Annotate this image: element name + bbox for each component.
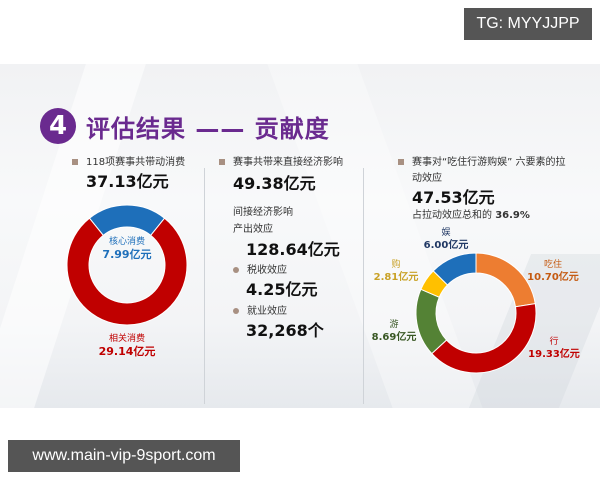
donut-slice [66, 217, 188, 326]
donut1-related-label: 相关消费 [109, 332, 145, 344]
col2-indirect-label: 间接经济影响 [233, 207, 293, 218]
donut-slice [88, 204, 166, 237]
donut2-value-gou: 2.81亿元 [374, 270, 419, 283]
column-divider [363, 168, 364, 404]
donut1-core-label: 核心消费 [109, 235, 145, 247]
column-divider [204, 168, 205, 404]
col2-tax-value: 4.25亿元 [246, 280, 318, 299]
slide-title-row: 4 评估结果 —— 贡献度 [40, 108, 330, 144]
watermark-top: TG: MYYJJPP [464, 8, 592, 40]
col2-output-label: 产出效应 [233, 224, 273, 235]
donut2-value-you: 8.69亿元 [372, 330, 417, 343]
donut2-value-chizhu: 10.70亿元 [527, 270, 579, 283]
col2-direct-value: 49.38亿元 [233, 174, 316, 193]
donut1-core-value: 7.99亿元 [102, 247, 151, 261]
donut2-label-you: 游 [389, 318, 398, 330]
bullet-dot-icon [233, 267, 239, 273]
bullet-square-icon [72, 159, 78, 165]
col2-employment-label: 就业效应 [233, 302, 287, 317]
donut2-value-yu: 6.00亿元 [424, 238, 469, 251]
section-number-badge: 4 [40, 108, 76, 144]
bullet-dot-icon [233, 308, 239, 314]
donut2-label-chizhu: 吃住 [544, 258, 562, 270]
six-elements-donut-chart: 娱 6.00亿元 购 2.81亿元 吃住 10.70亿元 游 8.69亿元 行 … [372, 226, 580, 374]
col2-direct-label: 赛事共带来直接经济影响 [219, 153, 343, 168]
col3-share: 占拉动效应总和的 36.9% [412, 210, 530, 221]
donut2-label-xing: 行 [549, 335, 558, 347]
donut-slice [415, 288, 448, 355]
bullet-square-icon [219, 159, 225, 165]
col3-label-line2: 动效应 [412, 173, 442, 184]
col2-tax-label: 税收效应 [233, 261, 287, 276]
col3-label-line1: 赛事对“吃住行游购娱” 六要素的拉 [398, 153, 566, 168]
col1-label: 118项赛事共带动消费 [72, 153, 185, 168]
donut2-label-gou: 购 [391, 258, 400, 270]
donut-slice [431, 303, 537, 374]
bullet-square-icon [398, 159, 404, 165]
donut2-value-xing: 19.33亿元 [528, 347, 580, 360]
col2-output-value: 128.64亿元 [246, 240, 340, 259]
donut2-label-yu: 娱 [441, 226, 450, 238]
donut-slice [432, 252, 477, 286]
donut2-slices [415, 252, 537, 374]
donut1-slices [66, 204, 188, 326]
consumption-donut-chart: 核心消费 7.99亿元 相关消费 29.14亿元 [66, 204, 188, 358]
slide-title: 评估结果 —— 贡献度 [86, 114, 330, 143]
donut1-related-value: 29.14亿元 [99, 344, 156, 358]
watermark-bottom-url: www.main-vip-9sport.com [8, 440, 240, 472]
col1-value: 37.13亿元 [86, 172, 169, 191]
slide: 4 评估结果 —— 贡献度 118项赛事共带动消费 37.13亿元 核心消费 7… [0, 64, 600, 408]
col2-employment-value: 32,268个 [246, 321, 324, 340]
col3-share-value: 36.9% [495, 210, 530, 221]
col3-value: 47.53亿元 [412, 188, 495, 207]
